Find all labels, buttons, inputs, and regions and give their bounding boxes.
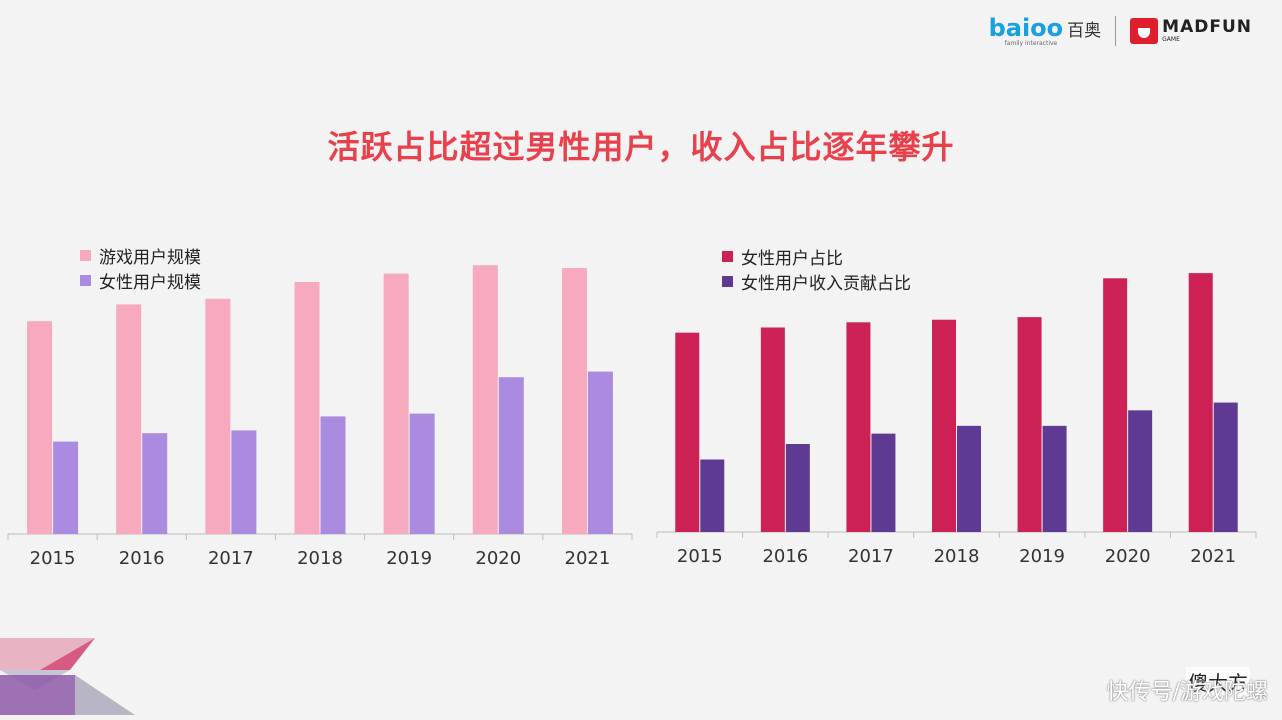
legend-swatch: [722, 276, 733, 287]
madfun-mark-icon: [1130, 17, 1159, 44]
baioo-logo-cn: 百奥: [1067, 21, 1102, 41]
bar-series1-2015: [27, 321, 53, 534]
legend-swatch: [80, 275, 91, 286]
bar-series1-2019: [383, 273, 409, 534]
bar-series1-2018: [932, 319, 956, 532]
legend-label: 女性用户占比: [741, 249, 843, 269]
legend-swatch: [80, 250, 91, 261]
x-tick-label: 2021: [1190, 546, 1236, 567]
bar-series2-2018: [320, 416, 346, 534]
legend-label: 女性用户收入贡献占比: [741, 274, 911, 294]
logo-area: baioo 百奥 family interactive MADFUN GAME: [989, 14, 1252, 47]
bar-series1-2016: [760, 327, 785, 532]
x-tick-label: 2019: [1019, 546, 1065, 567]
x-tick-label: 2020: [475, 548, 521, 569]
bar-series2-2017: [231, 430, 257, 534]
bar-series2-2018: [957, 425, 981, 532]
madfun-logo-sub: GAME: [1162, 35, 1180, 43]
madfun-logo: MADFUN GAME: [1130, 16, 1252, 44]
watermark-text: 快传号/游戏陀螺: [1106, 680, 1268, 705]
left-chart-legend: 游戏用户规模 女性用户规模: [80, 243, 201, 293]
bar-series2-2020: [498, 377, 524, 534]
logo-divider: [1115, 15, 1117, 46]
bar-series1-2021: [1188, 273, 1213, 532]
bar-series2-2019: [409, 413, 435, 534]
x-tick-label: 2015: [677, 546, 723, 567]
bar-series2-2021: [587, 371, 613, 534]
x-tick-label: 2017: [208, 548, 254, 569]
bar-series2-2021: [1213, 402, 1238, 532]
legend-item: 游戏用户规模: [80, 243, 201, 268]
bar-series1-2021: [561, 268, 587, 534]
bar-series2-2015: [700, 459, 725, 532]
x-tick-label: 2016: [119, 548, 165, 569]
baioo-logo: baioo 百奥 family interactive: [989, 14, 1102, 47]
bar-series1-2019: [1017, 317, 1042, 532]
x-tick-label: 2018: [934, 546, 980, 567]
bar-series1-2018: [294, 282, 320, 534]
bar-series1-2017: [846, 322, 871, 532]
x-tick-label: 2017: [848, 546, 894, 567]
watermark-badge: 傻大方: [1186, 667, 1250, 696]
bar-series1-2017: [205, 298, 231, 534]
legend-swatch: [722, 251, 733, 262]
legend-label: 女性用户规模: [99, 273, 201, 293]
baioo-logo-text: baioo: [988, 14, 1064, 42]
x-tick-label: 2021: [565, 548, 611, 569]
bar-series1-2020: [1103, 278, 1128, 532]
legend-label: 游戏用户规模: [99, 248, 201, 268]
x-tick-label: 2015: [30, 548, 76, 569]
bar-series1-2015: [675, 332, 700, 532]
slide-title: 活跃占比超过男性用户，收入占比逐年攀升: [327, 128, 955, 166]
bar-series2-2016: [142, 433, 168, 534]
bar-series1-2016: [116, 304, 142, 534]
corner-decoration: [0, 638, 135, 715]
right-bar-chart: 2015 2016 2017 2018 2019 2020 2021: [656, 273, 1257, 567]
legend-item: 女性用户收入贡献占比: [722, 269, 911, 294]
bar-series2-2015: [53, 441, 79, 534]
madfun-logo-text: MADFUN: [1162, 16, 1252, 37]
right-chart-legend: 女性用户占比 女性用户收入贡献占比: [722, 244, 911, 294]
left-bar-chart: 2015 2016 2017 2018 2019 2020 2021: [7, 265, 633, 569]
bar-series2-2019: [1042, 425, 1067, 532]
legend-item: 女性用户占比: [722, 244, 911, 269]
bar-series1-2020: [472, 265, 498, 534]
x-tick-label: 2020: [1105, 546, 1151, 567]
x-tick-label: 2019: [386, 548, 432, 569]
x-tick-label: 2016: [762, 546, 808, 567]
baioo-logo-sub: family interactive: [1004, 40, 1058, 47]
bar-series2-2020: [1128, 410, 1153, 532]
legend-item: 女性用户规模: [80, 268, 201, 293]
x-tick-label: 2018: [297, 548, 343, 569]
bar-series2-2017: [871, 433, 896, 532]
bar-series2-2016: [785, 443, 810, 532]
